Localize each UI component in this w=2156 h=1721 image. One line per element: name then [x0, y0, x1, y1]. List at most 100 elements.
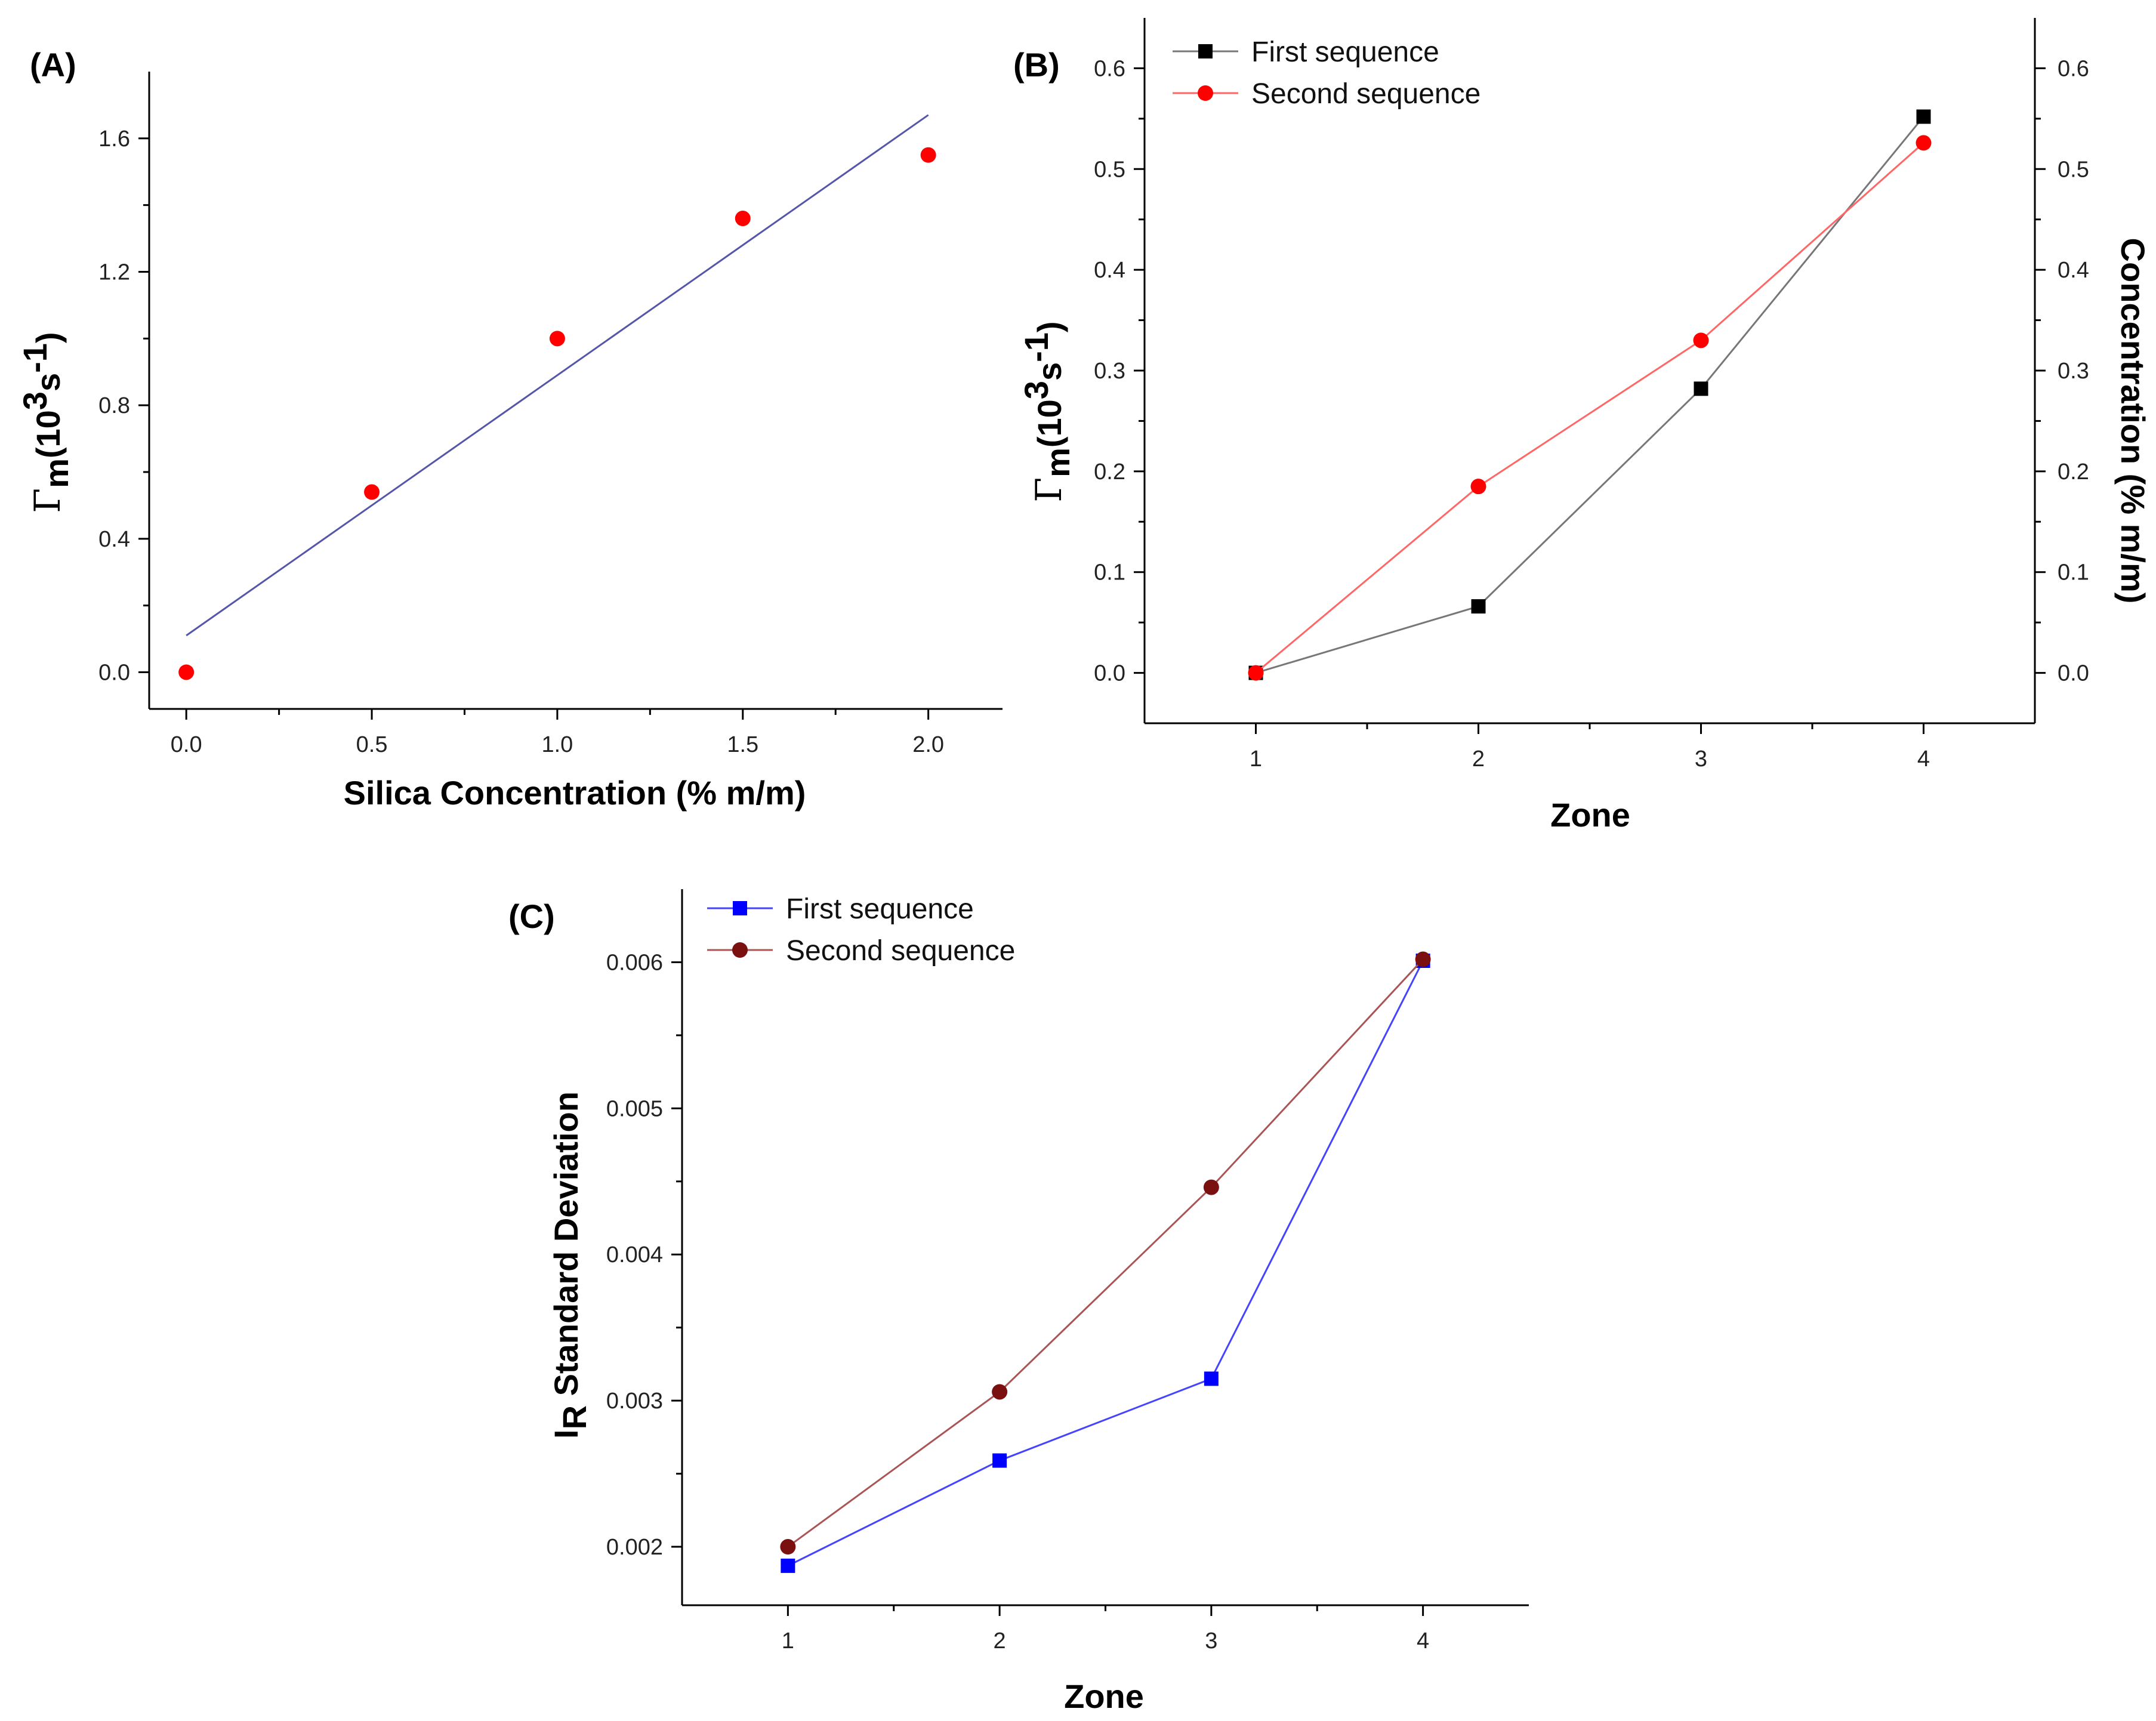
panel-b-x-tick-label: 2	[1472, 747, 1485, 772]
panel-b-axes	[1143, 18, 2036, 724]
panel-c-data-point	[1415, 951, 1431, 967]
panel-b-label: (B)	[1013, 46, 1060, 84]
panel-a-label: (A)	[30, 46, 76, 84]
panel-c-data-point	[992, 1453, 1007, 1468]
panel-a-data-point	[178, 664, 195, 680]
panel-b-y-tick-label: 0.5	[1094, 157, 1125, 182]
panel-b-data-point	[1470, 479, 1486, 495]
panel-c-y-tick-label: 0.003	[606, 1389, 663, 1414]
panel-b-data-point	[1916, 135, 1932, 151]
panel-b-y-tick-label: 0.2	[1094, 459, 1125, 485]
panel-b-y-tick-label: 0.6	[1094, 56, 1125, 81]
panel-b-data-point	[1693, 332, 1709, 348]
panel-b-series-2	[1248, 135, 1932, 681]
panel-c-x-axis-label: Zone	[1064, 1677, 1144, 1715]
panel-c-label: (C)	[508, 897, 555, 935]
panel-b-legend-item: Second sequence	[1173, 78, 1480, 110]
panel-c-x-ticks: 1 2 3 4	[782, 1605, 1429, 1654]
panel-c-y-axis-label: IR Standard Deviation	[547, 1091, 593, 1439]
panel-c-legend: First sequence Second sequence	[707, 893, 1015, 967]
panel-b-y-axis-label-text: Γm(103s-1)	[1017, 321, 1077, 502]
panel-b-right-y-tick-label: 0.1	[2058, 560, 2089, 585]
panel-b-y-ticks: 0.0 0.1 0.2 0.3 0.4 0.5 0.6	[1094, 56, 1145, 686]
panel-c-y-tick-label: 0.005	[606, 1096, 663, 1121]
panel-a-y-ticks: 0.0 0.4 0.8 1.2 1.6	[98, 127, 149, 685]
panel-b-right-y-tick-label: 0.5	[2058, 157, 2089, 182]
panel-a-data-point	[364, 484, 380, 500]
panel-c-y-tick-label: 0.002	[606, 1535, 663, 1560]
panel-c-data-point	[780, 1539, 796, 1555]
panel-b-legend: First sequence Second sequence	[1173, 36, 1480, 110]
panel-a-x-axis-label: Silica Concentration (% m/m)	[344, 774, 806, 812]
panel-b-right-y-tick-label: 0.6	[2058, 56, 2089, 81]
panel-c-x-tick-label: 3	[1205, 1629, 1217, 1654]
panel-a-data-point	[735, 211, 751, 227]
panel-b-y-tick-label: 0.0	[1094, 661, 1125, 686]
panel-c-x-tick-label: 2	[994, 1629, 1006, 1654]
panel-c-y-tick-label: 0.004	[606, 1242, 663, 1267]
panel-b-right-y-tick-label: 0.3	[2058, 359, 2089, 384]
panel-c-x-tick-label: 4	[1417, 1629, 1429, 1654]
panel-c-legend-item: First sequence	[707, 893, 974, 925]
panel-b-legend-label: Second sequence	[1251, 78, 1480, 110]
panel-b-series-line	[1256, 116, 1924, 674]
panel-b-legend-marker	[1198, 44, 1213, 58]
panel-b-right-y-axis-label-wrap: Concentration (% m/m)	[2114, 238, 2152, 604]
panel-c-axes	[681, 889, 1529, 1606]
panel-b-y-tick-label: 0.4	[1094, 258, 1125, 283]
panel-c-series-line	[787, 958, 1424, 1548]
panel-b-x-ticks: 1 2 3 4	[1250, 723, 1930, 772]
panel-b-x-tick-label: 1	[1250, 747, 1262, 772]
panel-b-x-tick-label: 3	[1695, 747, 1707, 772]
panel-b-legend-marker	[1198, 85, 1213, 101]
panel-a-data-point	[549, 331, 565, 347]
panel-a-y-tick-label: 0.0	[98, 660, 130, 685]
panel-c-legend-marker	[733, 901, 747, 915]
panel-b-legend-item: First sequence	[1173, 36, 1439, 68]
panel-b-series-line	[1255, 142, 1924, 674]
panel-a-fit-line	[186, 114, 929, 637]
panel-c-legend-label: First sequence	[786, 893, 974, 925]
panel-a-y-tick-label: 0.8	[98, 393, 130, 418]
panel-c-data-point	[992, 1384, 1008, 1400]
panel-a-y-tick-label: 1.6	[98, 127, 130, 152]
panel-b-data-point	[1248, 665, 1264, 681]
panel-a-fit-line-group	[186, 114, 929, 637]
panel-b-x-tick-label: 4	[1917, 747, 1930, 772]
panel-a-y-axis-label: Γm(103s-1)	[16, 332, 75, 513]
panel-a-x-tick-label: 2.0	[912, 732, 944, 757]
panel-c-legend-marker	[732, 942, 748, 958]
panel-a-x-tick-label: 0.5	[356, 732, 388, 757]
panel-a-y-tick-label: 0.4	[98, 527, 130, 552]
panel-c-legend-item: Second sequence	[707, 935, 1015, 967]
panel-b-y-axis-label: Γm(103s-1)	[1017, 321, 1077, 502]
panel-a-data-point	[920, 147, 936, 163]
panel-c-series-2	[780, 951, 1431, 1555]
panel-b-legend-label: First sequence	[1251, 36, 1439, 68]
panel-c-y-ticks: 0.002 0.003 0.004 0.005 0.006	[606, 950, 682, 1560]
panel-c-series	[780, 951, 1431, 1573]
panel-b-x-axis-label: Zone	[1550, 796, 1630, 834]
panel-c-legend-label: Second sequence	[786, 935, 1015, 967]
panel-a-y-axis-label-text: Γm(103s-1)	[16, 332, 75, 513]
panel-b-data-point	[1471, 599, 1486, 614]
panel-c-data-point	[1204, 1371, 1219, 1386]
panel-b-series	[1248, 109, 1932, 681]
panel-a-x-tick-label: 1.0	[541, 732, 573, 757]
panel-c-y-axis-label-text: IR Standard Deviation	[547, 1091, 593, 1439]
chart-panel-c: (C) 1 2 3 4 0.002 0.003 0.004 0.005 0.006 First…	[508, 889, 1529, 1715]
panel-b-series-1	[1248, 109, 1931, 680]
panel-a-x-ticks: 0.0 0.5 1.0 1.5 2.0	[171, 709, 944, 757]
panel-c-data-point	[781, 1558, 795, 1573]
panel-b-right-y-axis-label: Concentration (% m/m)	[2114, 238, 2152, 604]
chart-panel-b: (B) 1 2 3 4 0.0 0.1 0.2 0.3 0.4 0.5 0.6 0.0 0.1 0.2…	[1013, 18, 2152, 834]
panel-c-series-line	[787, 960, 1424, 1567]
panel-a-x-tick-label: 0.0	[171, 732, 202, 757]
panel-c-x-tick-label: 1	[782, 1629, 794, 1654]
panel-b-right-y-tick-label: 0.2	[2058, 459, 2089, 485]
panel-a-x-tick-label: 1.5	[727, 732, 758, 757]
panel-c-y-tick-label: 0.006	[606, 950, 663, 975]
panel-b-data-point	[1916, 109, 1931, 124]
panel-c-data-point	[1203, 1179, 1219, 1195]
